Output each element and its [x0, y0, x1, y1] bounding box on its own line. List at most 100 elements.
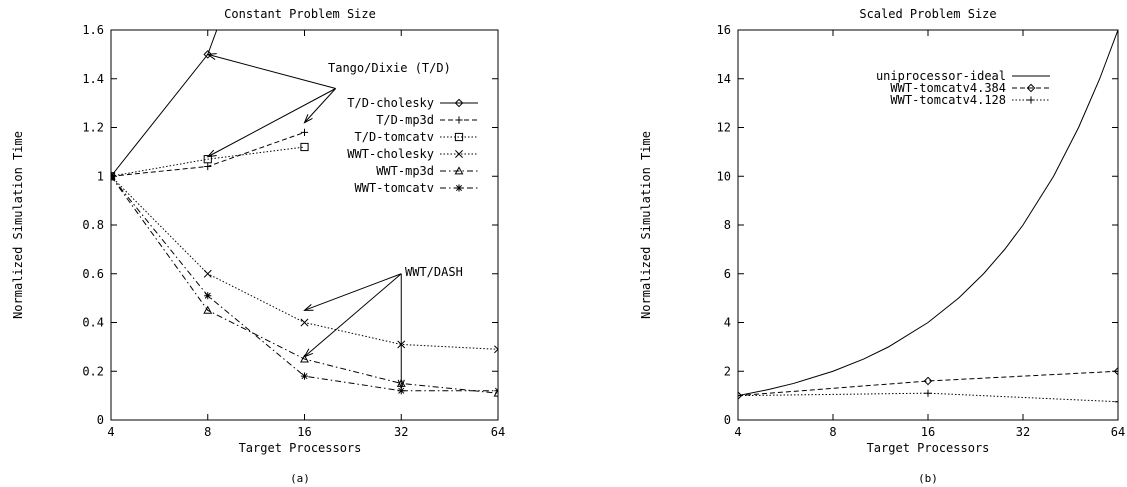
x-tick-label: 4	[734, 425, 741, 439]
legend-label: T/D-tomcatv	[355, 130, 434, 144]
y-tick-label: 0	[724, 413, 731, 427]
legend-label: T/D-cholesky	[347, 96, 434, 110]
annotation-arrowhead	[206, 149, 217, 158]
x-tick-label: 64	[1111, 425, 1125, 439]
annotation-arrow	[304, 273, 402, 311]
legend-marker	[454, 98, 464, 108]
y-tick-label: 1.4	[82, 72, 104, 86]
data-point	[300, 128, 309, 136]
legend-marker	[1027, 96, 1035, 104]
x-tick-label: 32	[1016, 425, 1030, 439]
annotation-arrow	[207, 53, 336, 89]
legend-marker	[455, 184, 463, 192]
chart-constant-problem-size: Constant Problem Size Target Processors …	[11, 7, 505, 485]
x-axis-label-a: Target Processors	[239, 441, 362, 455]
series-t-d-cholesky	[111, 30, 218, 181]
chart-title-a: Constant Problem Size	[224, 7, 376, 21]
data-point	[738, 391, 743, 400]
series-wwt-cholesky	[111, 172, 498, 354]
data-point	[204, 162, 212, 171]
series-wwt-mp3d	[111, 171, 498, 397]
series-a	[111, 30, 498, 397]
data-point	[111, 172, 115, 180]
data-point	[203, 269, 212, 278]
data-point	[203, 50, 213, 59]
data-point	[397, 340, 406, 349]
y-tick-label: 1.6	[82, 23, 104, 37]
data-point	[1114, 398, 1118, 406]
data-point	[494, 345, 498, 354]
x-tick-label: 8	[829, 425, 836, 439]
y-tick-label: 16	[717, 23, 731, 37]
data-point	[111, 171, 116, 181]
series-line	[738, 30, 1118, 397]
data-point	[1113, 366, 1118, 376]
data-point	[204, 292, 212, 300]
legend-a: T/D-cholesky T/D-mp3d T/D-tomcatv WWT-chole…	[347, 96, 478, 195]
annotation-arrowhead	[303, 114, 313, 124]
y-tick-label: 14	[717, 72, 731, 86]
annotation-tango-dixie: Tango/Dixie (T/D)	[328, 61, 451, 75]
legend-marker	[454, 166, 464, 175]
annotations-a: Tango/Dixie (T/D) WWT/DASH	[206, 53, 463, 390]
chart-title-b: Scaled Problem Size	[859, 7, 996, 21]
subcaption-a: (a)	[290, 472, 310, 485]
legend-marker	[455, 116, 463, 124]
ticks-b: 4 8 16 32 64 0 2 4 6 8 10 12 14 16	[717, 23, 1126, 439]
data-point	[396, 378, 406, 387]
legend-label: WWT-tomcatv4.384	[890, 81, 1006, 95]
legend-label: WWT-cholesky	[347, 147, 434, 161]
y-axis-label-b: Normalized Simulation Time	[639, 131, 653, 319]
series-b	[738, 30, 1118, 406]
ticks-a: 4 8 16 32 64 0 0.2 0.4 0.6 0.8 1 1.2 1.4 1.6	[82, 23, 505, 439]
data-point	[397, 387, 405, 395]
legend-label: uniprocessor-ideal	[876, 69, 1006, 83]
annotation-arrow	[304, 273, 402, 358]
x-tick-label: 16	[297, 425, 311, 439]
data-point	[924, 389, 932, 397]
data-point	[300, 318, 309, 327]
data-point	[923, 376, 933, 386]
y-tick-label: 2	[724, 364, 731, 378]
annotation-arrow	[304, 88, 337, 123]
legend-marker	[455, 150, 463, 158]
legend-marker	[1026, 83, 1036, 93]
legend-marker	[454, 132, 464, 142]
series-uniprocessor-ideal	[738, 30, 1118, 397]
x-axis-label-b: Target Processors	[867, 441, 990, 455]
series-wwt-tomcatv4-384	[738, 366, 1118, 400]
series-wwt-tomcatv	[111, 172, 498, 395]
legend-label: WWT-mp3d	[376, 164, 434, 178]
series-line	[111, 146, 305, 177]
series-wwt-tomcatv4-128	[738, 389, 1118, 406]
y-tick-label: 6	[724, 267, 731, 281]
y-tick-label: 1.2	[82, 121, 104, 135]
legend-label: WWT-tomcatv4.128	[890, 93, 1006, 107]
x-tick-label: 16	[921, 425, 935, 439]
x-tick-label: 4	[107, 425, 114, 439]
series-t-d-tomcatv	[111, 142, 309, 181]
y-tick-label: 4	[724, 316, 731, 330]
annotation-arrowhead	[303, 304, 314, 311]
data-point	[203, 305, 213, 314]
y-tick-label: 1	[97, 169, 104, 183]
y-tick-label: 10	[717, 169, 731, 183]
data-point	[300, 354, 309, 363]
series-line	[111, 175, 498, 350]
legend-b: uniprocessor-idealWWT-tomcatv4.384WWT-to…	[876, 69, 1050, 107]
y-tick-label: 0.6	[82, 267, 104, 281]
series-line	[111, 30, 218, 177]
data-point	[738, 392, 742, 400]
data-point	[203, 155, 212, 164]
series-t-d-mp3d	[111, 128, 309, 180]
legend-label: T/D-mp3d	[376, 113, 434, 127]
x-tick-label: 32	[394, 425, 408, 439]
chart-scaled-problem-size: Scaled Problem Size Target Processors No…	[639, 7, 1125, 485]
x-tick-label: 8	[204, 425, 211, 439]
annotation-arrow	[207, 88, 336, 158]
y-tick-label: 8	[724, 218, 731, 232]
data-point	[300, 142, 309, 152]
y-tick-label: 0.2	[82, 364, 104, 378]
y-axis-label-a: Normalized Simulation Time	[11, 131, 25, 319]
